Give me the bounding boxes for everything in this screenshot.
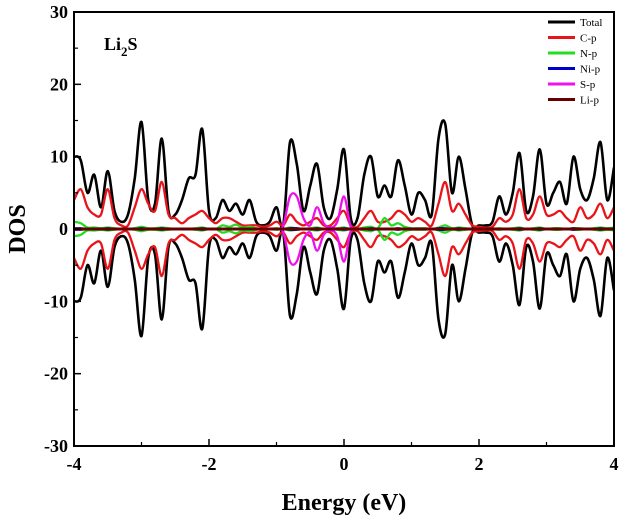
legend-label-n-p: N-p xyxy=(580,48,598,60)
y-tick-label: -10 xyxy=(44,291,68,311)
series-line-total-spin-down xyxy=(74,228,614,339)
legend-label-ni-p: Ni-p xyxy=(580,64,601,76)
legend: Total C-p N-p Ni-p S-p Li-p xyxy=(548,17,602,107)
legend-label-s-p: S-p xyxy=(580,79,596,91)
y-tick-label: 30 xyxy=(50,2,68,22)
compound-suffix: S xyxy=(128,34,138,54)
y-tick-label: 0 xyxy=(59,219,68,239)
x-axis-title: Energy (eV) xyxy=(282,490,407,516)
y-tick-label: -30 xyxy=(44,436,68,456)
series-line-total-spin-up xyxy=(74,119,614,230)
x-tick-label: 4 xyxy=(610,454,619,474)
series-line-c-p-spin-down xyxy=(74,229,614,278)
x-tick-label: 2 xyxy=(475,454,484,474)
compound-base: Li xyxy=(104,34,121,54)
compound-label: Li2S xyxy=(104,34,138,59)
y-axis-title: DOS xyxy=(5,204,31,253)
x-tick-label: -4 xyxy=(67,454,82,474)
legend-label-total: Total xyxy=(580,17,602,29)
x-tick-label: -2 xyxy=(202,454,217,474)
series-line-c-p-spin-up xyxy=(74,180,614,229)
y-tick-label: 20 xyxy=(50,74,68,94)
y-tick-label: 10 xyxy=(50,147,68,167)
y-tick-label: -20 xyxy=(44,364,68,384)
legend-label-li-p: Li-p xyxy=(580,95,599,107)
series-layer xyxy=(74,119,614,339)
compound-subscript: 2 xyxy=(121,44,128,59)
x-tick-label: 0 xyxy=(340,454,349,474)
legend-label-c-p: C-p xyxy=(580,33,597,45)
